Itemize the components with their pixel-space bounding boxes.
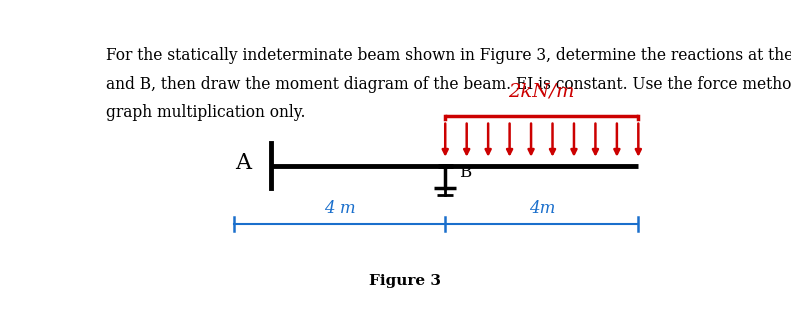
Text: B: B: [459, 164, 471, 181]
Text: graph multiplication only.: graph multiplication only.: [106, 104, 306, 121]
Text: A: A: [235, 152, 251, 174]
Text: Figure 3: Figure 3: [369, 274, 441, 288]
Text: 2kN/m: 2kN/m: [509, 82, 575, 101]
Text: 4 m: 4 m: [324, 200, 355, 217]
Text: For the statically indeterminate beam shown in Figure 3, determine the reactions: For the statically indeterminate beam sh…: [106, 47, 791, 64]
Text: 4m: 4m: [528, 200, 555, 217]
Text: and B, then draw the moment diagram of the beam. EI is constant. Use the force m: and B, then draw the moment diagram of t…: [106, 76, 791, 93]
